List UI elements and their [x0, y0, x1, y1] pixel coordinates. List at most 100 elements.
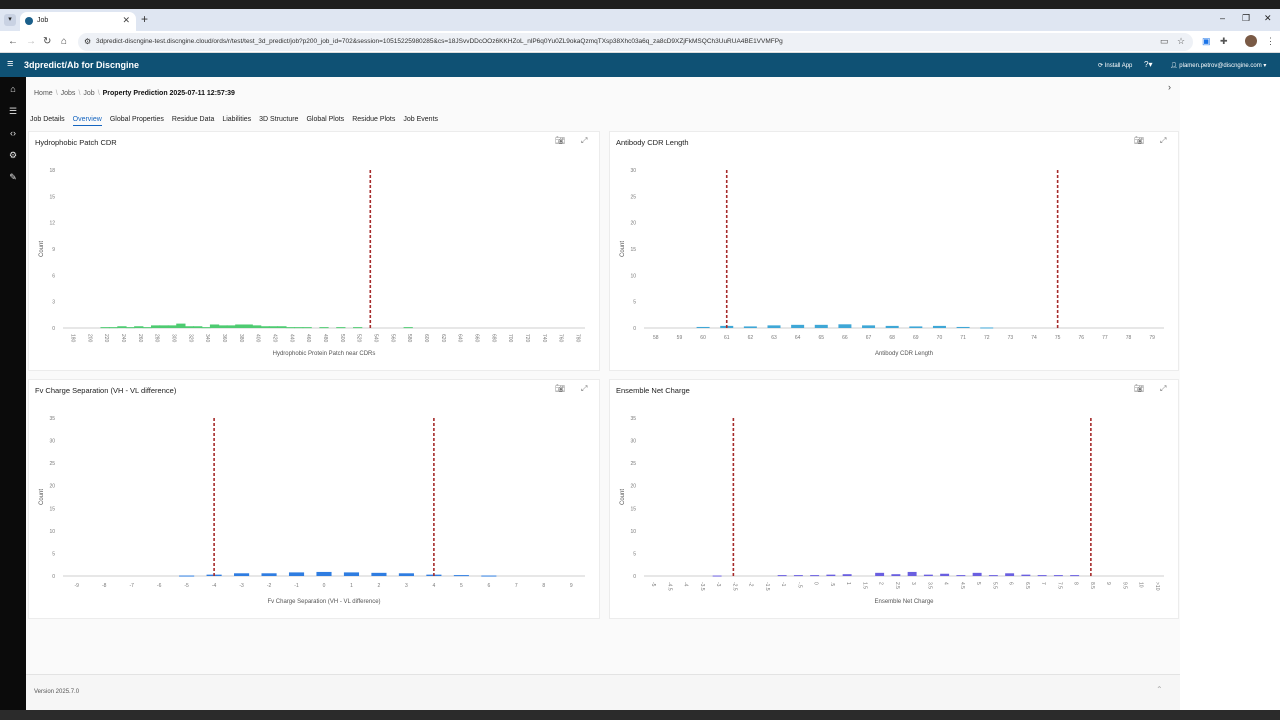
hamburger-menu-icon[interactable]: ≡ — [7, 58, 14, 70]
y-tick-label: 10 — [630, 529, 636, 535]
breadcrumb-jobs[interactable]: Jobs — [60, 90, 76, 97]
x-tick-label: 6 — [1008, 582, 1014, 585]
os-top-strip — [0, 0, 1280, 9]
y-tick-label: 35 — [49, 416, 55, 422]
right-panel — [1180, 77, 1280, 710]
chart-card-hydrophobic-patch: 0 3 6 9 12 15 18 180 200 220 240 260 280 300 320 340 360… — [28, 131, 600, 371]
y-tick-label: 15 — [49, 194, 55, 200]
tab-job-details[interactable]: Job Details — [30, 116, 65, 123]
histogram-bar — [1037, 575, 1047, 577]
y-tick-label: 30 — [630, 439, 636, 445]
tab-global-plots[interactable]: Global Plots — [306, 116, 345, 123]
forward-icon[interactable]: → — [26, 36, 36, 47]
x-tick-label: 700 — [507, 334, 513, 343]
expand-icon[interactable]: ⤢ — [1160, 384, 1167, 393]
camera-icon[interactable]: 📷︎ — [1134, 136, 1145, 145]
x-tick-label: -.5 — [796, 582, 802, 588]
x-tick-label: 7.5 — [1056, 582, 1062, 589]
y-tick-label: 5 — [633, 300, 636, 306]
x-tick-label: 460 — [305, 334, 311, 343]
reload-icon[interactable]: ↻ — [43, 36, 52, 47]
tab-liabilities[interactable]: Liabilities — [222, 116, 252, 123]
histogram-bar — [481, 575, 497, 577]
tab-global-properties[interactable]: Global Properties — [109, 116, 164, 123]
histogram-bar — [336, 327, 346, 329]
histogram-bar — [159, 325, 169, 328]
browser-menu-icon[interactable]: ⋮ — [1266, 36, 1275, 46]
back-icon[interactable]: ← — [8, 36, 18, 47]
histogram-bar — [243, 324, 253, 328]
user-settings-nav-icon[interactable]: ✎ — [9, 172, 17, 182]
new-tab-icon[interactable]: + — [141, 12, 149, 26]
tab-job-events[interactable]: Job Events — [403, 116, 439, 123]
tab-residue-plots[interactable]: Residue Plots — [352, 116, 396, 123]
y-tick-label: 0 — [633, 574, 636, 580]
translate-icon[interactable]: ▣ — [1202, 36, 1211, 46]
x-tick-label: 640 — [457, 334, 463, 343]
cast-icon[interactable]: ▭ — [1160, 36, 1169, 46]
histogram-bar — [235, 324, 245, 328]
profile-avatar[interactable] — [1245, 35, 1257, 47]
address-bar[interactable]: ⚙ 3dpredict-discngine-test.discngine.clo… — [78, 33, 1193, 51]
histogram-bar — [398, 573, 414, 576]
bookmark-star-icon[interactable]: ☆ — [1177, 36, 1186, 46]
jobs-nav-icon[interactable]: ☰ — [8, 106, 18, 116]
tab-search-icon[interactable]: ▾ — [4, 14, 16, 26]
app-title[interactable]: 3dpredict/Ab for Discngine — [24, 60, 140, 70]
x-tick-label: 9 — [570, 583, 573, 589]
chevron-right-icon[interactable]: › — [1168, 82, 1171, 92]
x-tick-label: 2 — [378, 583, 381, 589]
histogram-bar — [1070, 575, 1080, 577]
settings-nav-icon[interactable]: ⚙ — [8, 150, 18, 160]
expand-icon[interactable]: ⤢ — [581, 136, 588, 145]
camera-icon[interactable]: 📷︎ — [555, 384, 566, 393]
code-nav-icon[interactable]: ‹› — [10, 128, 16, 138]
restore-icon[interactable]: ❐ — [1242, 13, 1251, 23]
histogram-bar — [696, 326, 710, 328]
user-menu[interactable]: 👤︎ plamen.petrov@discngine.com ▾ — [1170, 63, 1267, 69]
tab-3d-structure[interactable]: 3D Structure — [259, 116, 299, 123]
scroll-top-icon[interactable]: ⌃ — [1156, 685, 1163, 694]
histogram-bar — [1005, 573, 1015, 576]
camera-icon[interactable]: 📷︎ — [555, 136, 566, 145]
histogram-bar — [184, 326, 194, 328]
y-tick-label: 12 — [49, 221, 55, 227]
url-text: 3dpredict-discngine-test.discngine.cloud… — [96, 38, 783, 45]
histogram-bar — [100, 327, 110, 329]
tab-overview[interactable]: Overview — [72, 116, 102, 126]
expand-icon[interactable]: ⤢ — [1160, 136, 1167, 145]
x-tick-label: 69 — [913, 335, 919, 341]
window-close-icon[interactable]: ✕ — [1264, 13, 1272, 23]
histogram-bar — [176, 323, 186, 328]
install-app-button[interactable]: ⟳ Install App — [1098, 63, 1133, 69]
help-icon[interactable]: ?▾ — [1144, 60, 1153, 69]
site-info-icon[interactable]: ⚙ — [84, 37, 92, 46]
x-tick-label: 1 — [845, 582, 851, 585]
breadcrumb-job[interactable]: Job — [83, 90, 95, 97]
x-tick-label: -9 — [75, 583, 80, 589]
home-nav-icon[interactable]: ⌂ — [10, 84, 16, 94]
camera-icon[interactable]: 📷︎ — [1134, 384, 1145, 393]
chart-title: Hydrophobic Patch CDR — [35, 138, 117, 147]
extensions-icon[interactable]: ✚ — [1220, 36, 1228, 46]
histogram-bar — [353, 327, 363, 329]
x-tick-label: 4 — [433, 583, 436, 589]
histogram-bar — [288, 572, 305, 576]
y-tick-label: 25 — [630, 461, 636, 467]
tab-residue-data[interactable]: Residue Data — [171, 116, 215, 123]
expand-icon[interactable]: ⤢ — [581, 384, 588, 393]
x-axis-label: Fv Charge Separation (VH - VL difference… — [267, 599, 380, 605]
chart-title: Ensemble Net Charge — [616, 386, 690, 395]
y-axis-label: Count — [620, 489, 626, 505]
x-tick-label: 360 — [221, 334, 227, 343]
histogram-bar — [179, 575, 195, 577]
minimize-icon[interactable]: – — [1220, 13, 1226, 23]
browser-tab[interactable]: Job ✕ — [20, 12, 136, 31]
x-tick-label: 0 — [813, 582, 819, 585]
y-axis-label: Count — [620, 241, 626, 257]
breadcrumb-home[interactable]: Home — [34, 90, 53, 97]
close-tab-icon[interactable]: ✕ — [122, 15, 130, 25]
x-tick-label: 60 — [700, 335, 706, 341]
home-icon[interactable]: ⌂ — [61, 36, 68, 47]
histogram-bar — [862, 325, 876, 328]
